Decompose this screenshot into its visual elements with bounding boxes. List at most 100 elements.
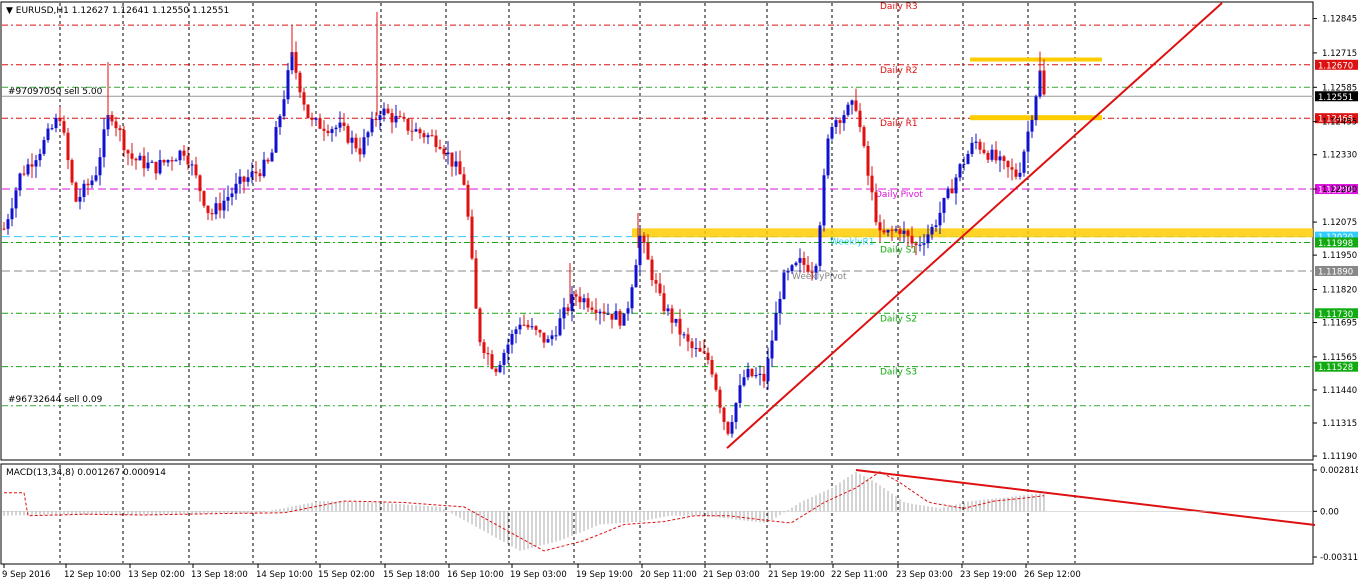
candle-body (1042, 70, 1046, 95)
candle-body (758, 373, 762, 376)
level-label: Daily R3 (880, 2, 918, 12)
candle-body (542, 332, 546, 343)
price-tick-label: 1.12585 (1322, 83, 1357, 93)
candle-body (302, 92, 306, 105)
symbol-header: ▼ EURUSD,H1 1.12627 1.12641 1.12550 1.12… (6, 6, 229, 16)
time-tick-label: 19 Sep 19:00 (576, 570, 633, 580)
candle-body (906, 230, 910, 236)
candle-body (714, 374, 718, 390)
candle-body (494, 368, 498, 373)
candle-body (454, 161, 458, 167)
candle-body (594, 309, 598, 314)
candle-body (1034, 96, 1038, 121)
candle-body (674, 318, 678, 323)
candle-body (650, 259, 654, 281)
candle-body (778, 298, 782, 314)
time-tick-label: 22 Sep 11:00 (831, 570, 888, 580)
candle-body (398, 115, 402, 117)
candle-body (262, 159, 266, 177)
candle-body (642, 235, 646, 243)
candle-body (362, 137, 366, 155)
time-tick-label: 15 Sep 02:00 (318, 570, 375, 580)
candle-body (794, 262, 798, 266)
current-price-box (1315, 91, 1358, 102)
candle-body (998, 156, 1002, 161)
candle-body (202, 191, 206, 206)
candle-body (694, 347, 698, 349)
price-tick-label: 1.11440 (1322, 386, 1357, 396)
candle-body (910, 235, 914, 244)
candle-body (62, 121, 66, 133)
candle-body (914, 243, 918, 246)
candle-body (974, 141, 978, 143)
trend-lines[interactable] (726, 2, 1316, 526)
candle-body (246, 177, 250, 182)
candle-body (1038, 70, 1042, 97)
candle-body (214, 203, 218, 215)
candle-body (126, 150, 130, 154)
candle-body (342, 122, 346, 126)
candle-body (10, 208, 14, 220)
candle-body (922, 243, 926, 245)
candle-body (1026, 131, 1030, 152)
candle-body (122, 130, 126, 151)
candle-body (430, 135, 434, 137)
price-tick-label: 1.11950 (1322, 251, 1357, 261)
candle-body (182, 150, 186, 156)
candle-body (878, 222, 882, 231)
time-tick-label: 15 Sep 18:00 (383, 570, 440, 580)
macd-label: MACD(13,34,8) 0.001267 0.000914 (6, 468, 166, 478)
candle-body (46, 128, 50, 141)
candle-body (570, 294, 574, 312)
candle-body (698, 347, 702, 352)
candle-body (2, 228, 6, 230)
candle-body (834, 120, 838, 128)
candle-body (686, 334, 690, 342)
candle-body (734, 403, 738, 422)
candle-body (86, 183, 90, 186)
price-tick-label: 1.12845 (1322, 15, 1357, 25)
time-tick-label: 23 Sep 19:00 (960, 570, 1017, 580)
candle-body (58, 117, 62, 122)
candle-body (894, 229, 898, 231)
candle-body (74, 182, 78, 202)
level-label: Daily S3 (880, 368, 917, 378)
macd-tick-label: 0.00 (1320, 507, 1339, 517)
level-label: Daily S2 (880, 314, 917, 324)
candle-body (534, 326, 538, 330)
candle-body (566, 307, 570, 312)
candle-body (26, 164, 30, 175)
candle-body (574, 294, 578, 297)
level-price-text: 1.12670 (1318, 61, 1353, 71)
candle-body (634, 265, 638, 288)
candle-body (550, 335, 554, 340)
candle-body (930, 226, 934, 235)
candle-body (742, 377, 746, 386)
price-axis: 1.12845 1.12715 1.12585 1.12455 1.12330 1.122… (1313, 15, 1357, 462)
candle-body (82, 183, 86, 197)
candle-body (174, 160, 178, 162)
level-label: WeeklyPivot (792, 272, 847, 282)
candle-body (462, 174, 466, 185)
candle-body (34, 160, 38, 167)
time-tick-label: 14 Sep 10:00 (256, 570, 313, 580)
candle-body (858, 110, 862, 128)
candle-body (418, 129, 422, 134)
candle-body (522, 324, 526, 326)
candle-body (670, 308, 674, 323)
candle-body (986, 152, 990, 160)
candle-body (70, 160, 74, 183)
candle-body (562, 307, 566, 319)
candle-body (178, 150, 182, 161)
candle-body (862, 127, 866, 146)
candlesticks[interactable] (2, 11, 1046, 438)
candle-body (890, 229, 894, 231)
candle-body (1006, 160, 1010, 168)
candle-body (370, 118, 374, 133)
level-price-text: 1.11998 (1318, 239, 1353, 249)
price-tick-label: 1.12200 (1322, 185, 1357, 195)
candle-body (746, 368, 750, 378)
level-label: Daily R2 (880, 66, 918, 76)
level-price-text: 1.12200 (1318, 186, 1353, 196)
